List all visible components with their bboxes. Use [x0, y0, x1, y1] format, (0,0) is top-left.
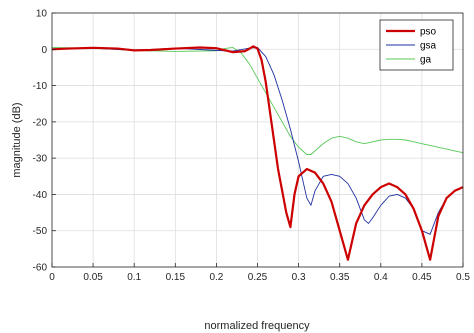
y-tick-label: -40: [33, 190, 48, 201]
legend-label-pso: pso: [420, 27, 437, 38]
series-line-pso: [51, 45, 464, 261]
y-tick-label: -50: [33, 226, 48, 237]
y-tick-label: -60: [33, 263, 48, 274]
x-tick-label: 0.4: [374, 272, 388, 283]
x-axis-title: normalized frequency: [204, 320, 310, 332]
x-tick-label: 0.2: [209, 272, 223, 283]
y-tick-label: 0: [41, 45, 47, 56]
series-layer: [51, 45, 464, 261]
series-line-ga: [51, 47, 464, 155]
y-tick-label: -30: [33, 154, 48, 165]
x-tick-label: 0.5: [456, 272, 470, 283]
x-tick-label: 0.35: [330, 272, 350, 283]
x-tick-label: 0.1: [127, 272, 141, 283]
x-tick-label: 0.15: [166, 272, 186, 283]
x-tick-label: 0: [49, 272, 55, 283]
x-tick-label: 0.25: [248, 272, 268, 283]
y-tick-label: -20: [33, 117, 48, 128]
axis-ticks: 0 0.05 0.1 0.15 0.2 0.25 0.3 0.35 0.4 0.45 0.5100-…: [33, 9, 471, 284]
legend-label-gsa: gsa: [420, 41, 437, 52]
y-tick-label: 10: [36, 9, 48, 20]
y-tick-label: -10: [33, 81, 48, 92]
x-tick-label: 0.3: [292, 272, 306, 283]
x-tick-label: 0.45: [412, 272, 432, 283]
x-tick-label: 0.05: [83, 272, 103, 283]
legend: pso gsa ga: [379, 19, 454, 71]
y-axis-title: magnitude (dB): [11, 102, 23, 177]
legend-label-ga: ga: [420, 55, 432, 66]
